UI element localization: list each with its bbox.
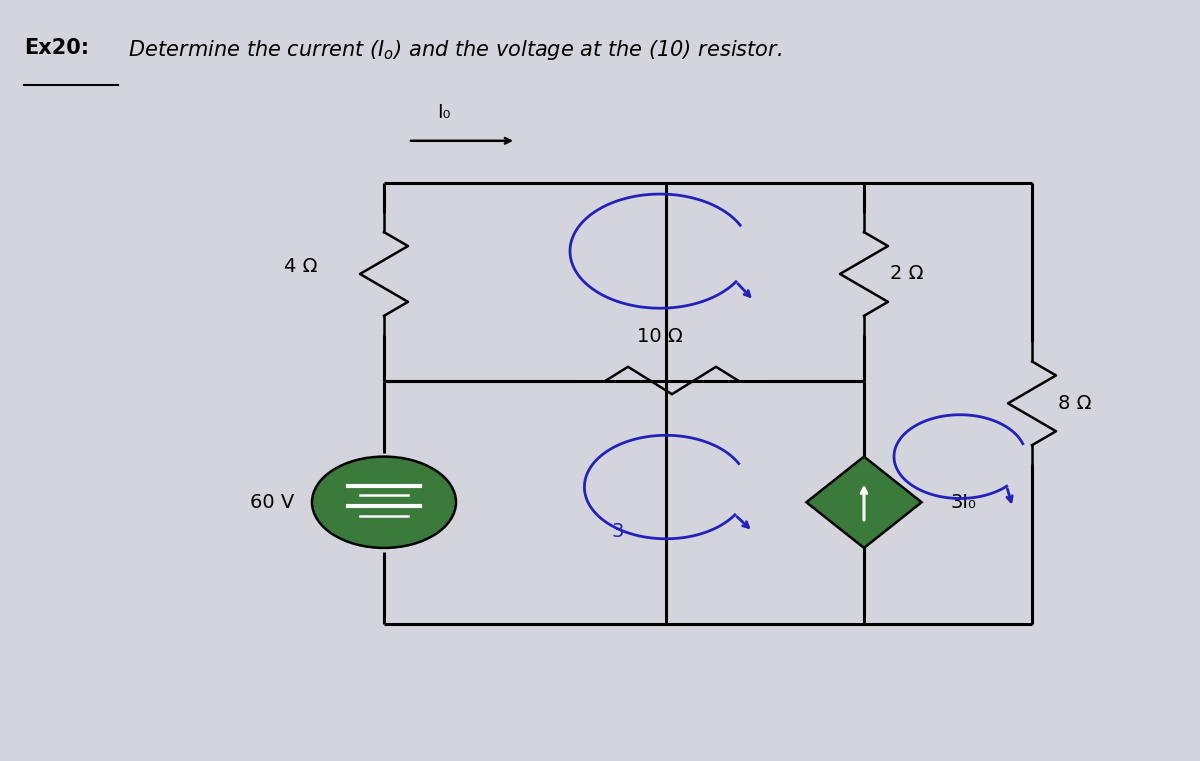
Circle shape	[312, 457, 456, 548]
Text: 8 Ω: 8 Ω	[1058, 394, 1092, 412]
Text: 60 V: 60 V	[250, 493, 294, 511]
Text: 4 Ω: 4 Ω	[284, 257, 318, 275]
Text: Determine the current ($I_o$) and the voltage at the (10) resistor.: Determine the current ($I_o$) and the vo…	[122, 38, 782, 62]
Text: 3: 3	[612, 522, 624, 540]
Text: 10 Ω: 10 Ω	[637, 327, 683, 346]
Polygon shape	[806, 457, 922, 548]
Text: Ex20:: Ex20:	[24, 38, 89, 58]
Text: 2 Ω: 2 Ω	[890, 265, 924, 283]
Text: 3I₀: 3I₀	[950, 493, 977, 511]
Text: I₀: I₀	[437, 103, 451, 122]
